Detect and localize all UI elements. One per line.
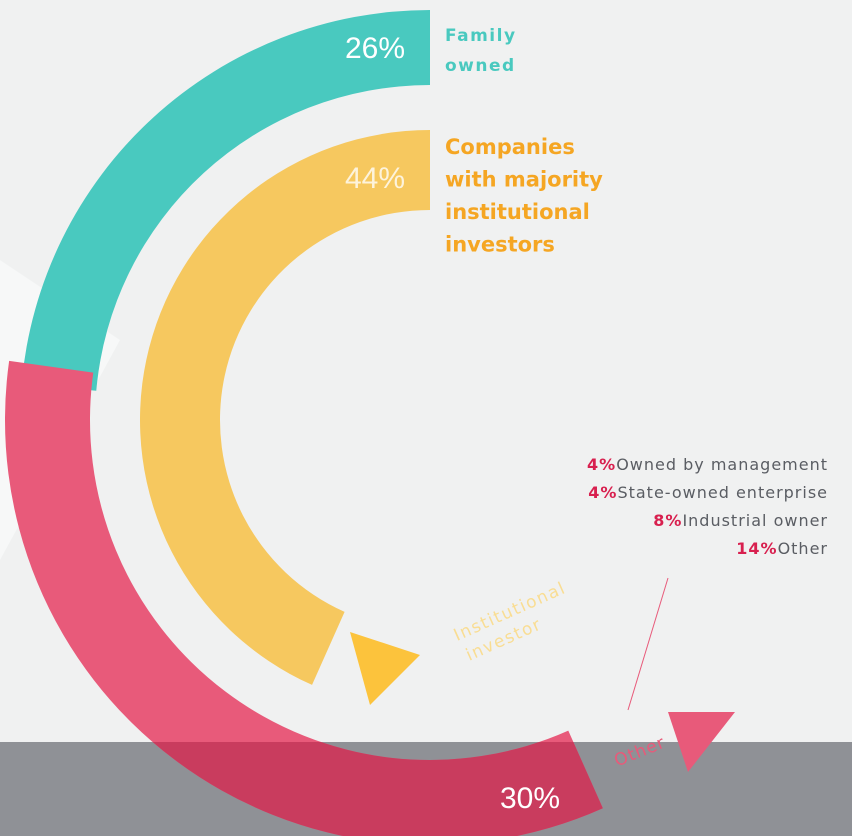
breakdown-value: 8% xyxy=(653,511,682,530)
breakdown-label: State-owned enterprise xyxy=(617,483,828,502)
legend-label: Family xyxy=(445,26,517,46)
arc xyxy=(5,360,603,836)
breakdown-item: 14%Other xyxy=(736,539,828,558)
breakdown-item: 4%State-owned enterprise xyxy=(588,483,828,502)
value-label: 44% xyxy=(345,162,405,195)
arc-shade xyxy=(152,742,603,836)
legend-label: with majority xyxy=(445,168,603,192)
marks xyxy=(5,10,603,836)
breakdown-label: Industrial owner xyxy=(682,511,828,530)
legend-label: Companies xyxy=(445,135,575,159)
breakdown-label: Owned by management xyxy=(616,455,828,474)
leader-line xyxy=(627,577,669,711)
breakdown-value: 14% xyxy=(736,539,777,558)
arrow xyxy=(668,712,735,772)
arc xyxy=(140,130,430,685)
breakdown-item: 8%Industrial owner xyxy=(653,511,828,530)
value-label: 26% xyxy=(345,32,405,65)
legend-label: owned xyxy=(445,56,516,76)
value-label: 30% xyxy=(500,782,560,815)
arc xyxy=(21,10,430,391)
breakdown-item: 4%Owned by management xyxy=(587,455,828,474)
arrow xyxy=(350,632,420,705)
legend-label: institutional xyxy=(445,200,590,224)
breakdown-label: Other xyxy=(778,539,828,558)
breakdown-value: 4% xyxy=(588,483,617,502)
legend-label: investors xyxy=(445,233,555,257)
breakdown-value: 4% xyxy=(587,455,616,474)
